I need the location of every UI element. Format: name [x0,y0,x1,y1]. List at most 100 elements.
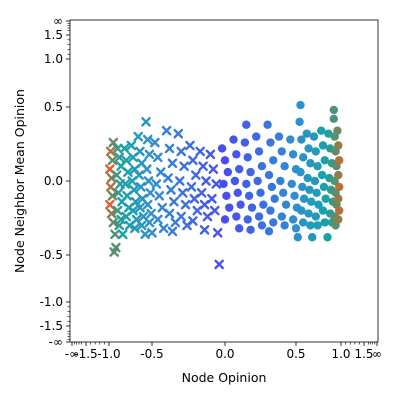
x-tick-label: 0.0 [215,347,234,361]
scatter-point-circle [304,209,312,217]
scatter-point-circle [303,129,311,137]
scatter-point-circle [286,135,294,143]
scatter-point-circle [294,233,302,241]
scatter-point-circle [255,147,263,155]
scatter-point-circle [290,192,298,200]
y-tick-label: -1.5 [40,319,63,333]
scatter-point-circle [310,132,318,140]
y-tick-label: 1.5 [44,28,63,42]
x-tick-label: ∞ [372,347,382,361]
scatter-point-circle [299,218,307,226]
scatter-point-circle [335,156,343,164]
scatter-point-circle [295,118,303,126]
scatter-point-circle [256,189,264,197]
scatter-point-circle [244,215,252,223]
scatter-point-circle [312,212,320,220]
scatter-point-circle [330,115,338,123]
scatter-point-circle [322,195,330,203]
scatter-point-circle [333,126,341,134]
scatter-point-circle [259,200,267,208]
scatter-point-circle [319,141,327,149]
scatter-point-circle [266,206,274,214]
scatter-point-circle [296,168,304,176]
x-tick-label: -1.5 [74,347,97,361]
x-tick-label: 1.5 [354,347,373,361]
y-tick-label: -∞ [49,335,63,349]
scatter-point-circle [299,153,307,161]
x-tick-label: -0.5 [140,347,163,361]
scatter-point-circle [235,165,243,173]
scatter-point-circle [320,183,328,191]
scatter-point-circle [235,224,243,232]
scatter-point-circle [334,141,342,149]
scatter-point-circle [317,126,325,134]
scatter-point-circle [221,156,229,164]
scatter-point-circle [265,171,273,179]
scatter-point-circle [334,215,342,223]
scatter-point-circle [231,177,239,185]
scatter-point-circle [308,233,316,241]
scatter-point-circle [245,192,253,200]
x-tick-label: 1.0 [331,347,350,361]
scatter-point-circle [271,195,279,203]
scatter-point-circle [224,168,232,176]
scatter-point-circle [268,183,276,191]
scatter-point-circle [278,212,286,220]
scatter-point-circle [319,206,327,214]
scatter-point-circle [276,177,284,185]
scatter-point-circle [246,226,254,234]
scatter-point-circle [289,215,297,223]
scatter-point-circle [269,156,277,164]
scatter-point-circle [318,171,326,179]
scatter-point-circle [234,189,242,197]
scatter-point-circle [225,203,233,211]
y-axis-label: Node Neighbor Mean Opinion [12,89,27,273]
scatter-point-circle [289,150,297,158]
scatter-point-circle [335,206,343,214]
scatter-point-circle [282,200,290,208]
scatter-point-circle [335,183,343,191]
scatter-point-circle [280,162,288,170]
x-tick-label: -1.0 [97,347,120,361]
scatter-point-circle [307,198,315,206]
x-tick-label: 0.5 [286,347,305,361]
scatter-point-circle [246,168,254,176]
scatter-point-circle [258,162,266,170]
scatter-point-circle [248,203,256,211]
scatter-point-circle [269,218,277,226]
y-tick-label: 1.0 [44,52,63,66]
scatter-point-circle [304,144,312,152]
scatter-point-circle [265,227,273,235]
scatter-point-circle [241,138,249,146]
scatter-point-circle [258,221,266,229]
scatter-point-circle [313,189,321,197]
scatter-point-circle [334,171,342,179]
scatter-point-circle [280,221,288,229]
x-axis-ticks: -∞-1.5 -1.0 -0.5 0.0 0.5 1.0 1.5∞ [65,342,382,361]
scatter-point-circle [244,153,252,161]
scatter-point-circle [222,192,230,200]
scatter-point-circle [232,150,240,158]
x-axis-label: Node Opinion [182,370,267,385]
scatter-point-circle [323,233,331,241]
scatter-point-circle [219,180,227,188]
scatter-point-circle [306,159,314,167]
y-tick-label: 0.0 [44,174,63,188]
scatter-point-circle [252,132,260,140]
scatter-point-circle [242,180,250,188]
scatter-point-circle [297,206,305,214]
scatter-point-circle [312,147,320,155]
scatter-point-circle [242,121,250,129]
scatter-point-circle [278,147,286,155]
scatter-point-circle [311,177,319,185]
scatter-point-circle [298,183,306,191]
scatter-point-circle [300,195,308,203]
y-tick-label: ∞ [53,14,63,28]
y-axis-ticks: -∞ -1.5 -1.0 -0.5 0.0 0.5 1.0 1.5∞ [40,14,70,349]
scatter-point-circle [306,221,314,229]
scatter-point-circle [288,180,296,188]
y-tick-label: 0.5 [44,100,63,114]
scatter-point-circle [221,215,229,223]
scatter-point-circle [304,174,312,182]
